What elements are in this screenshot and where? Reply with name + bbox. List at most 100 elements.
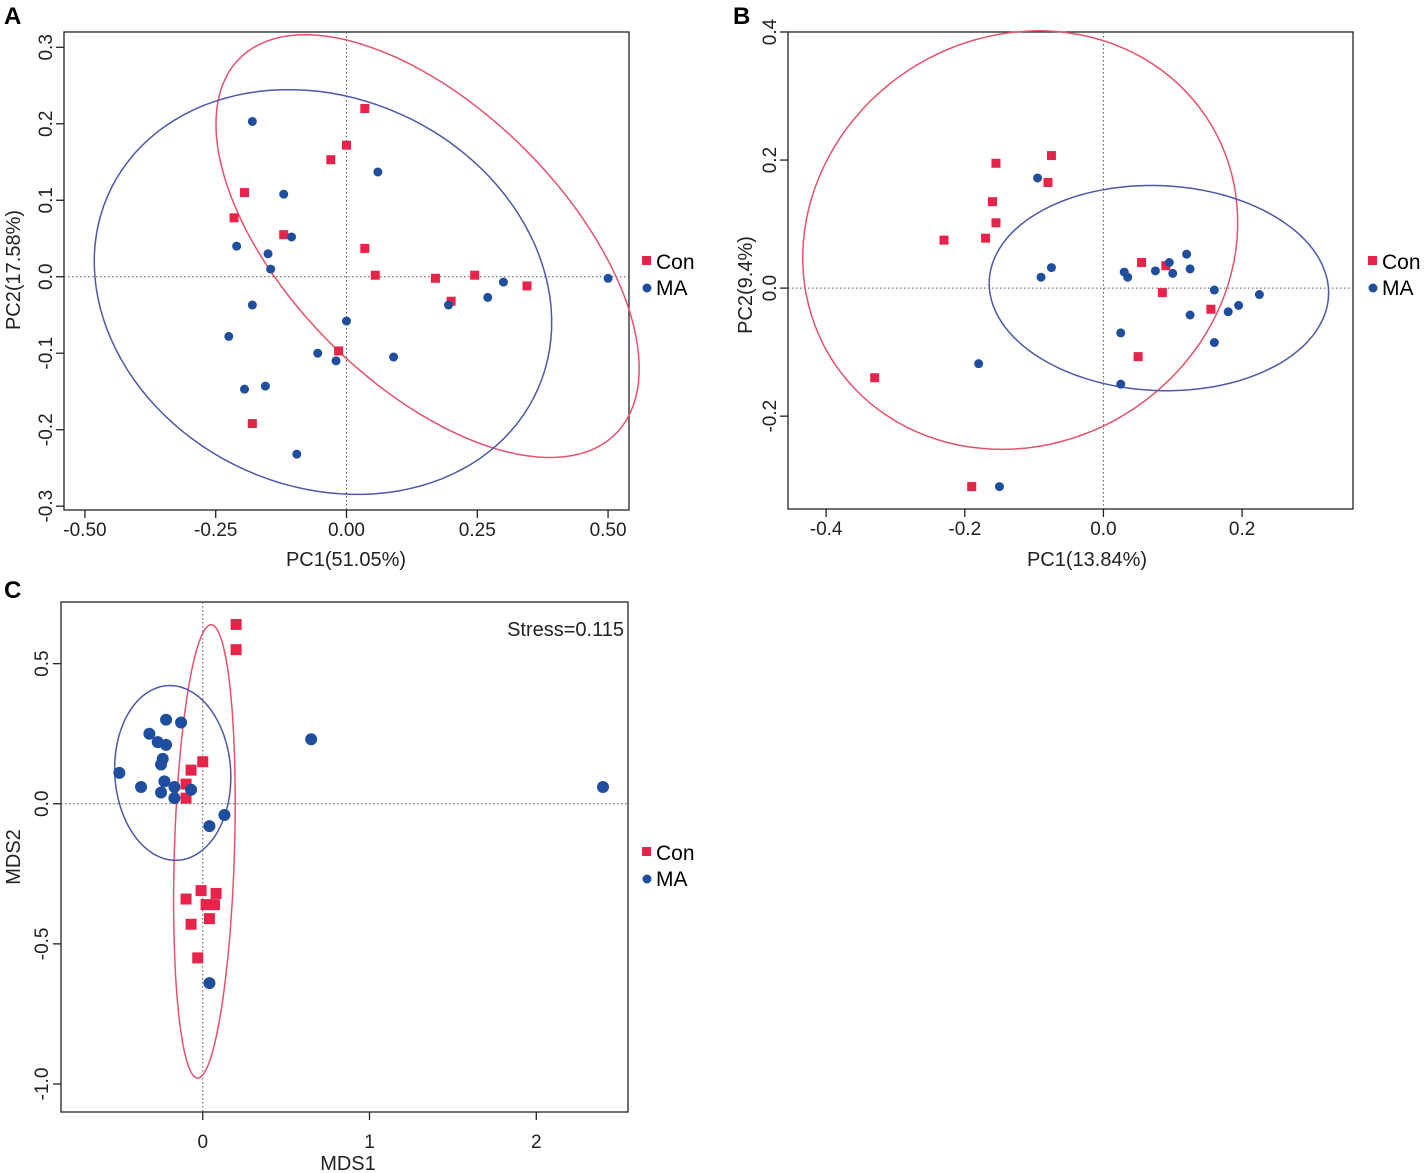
panel-a-ma-point [247, 116, 257, 126]
panel-a-ma-ellipse [93, 88, 553, 496]
panel-a-con-point [279, 230, 289, 240]
panel-a-legend: Con MA [642, 251, 695, 300]
panel-c-con-point [180, 893, 192, 905]
panel-b-points [870, 151, 1264, 492]
legend-con-label: Con [1382, 251, 1421, 274]
panel-b-x-tick-label: 0.2 [1229, 519, 1255, 540]
panel-b-con-point [870, 373, 880, 383]
panel-b-con-point [1161, 261, 1171, 271]
panel-b-ma-point [1209, 338, 1219, 348]
panel-a-ma-point [266, 264, 276, 274]
panel-b-pca-plot: B -0.4 -0.2 0.0 0.2 -0.2 0.0 0.2 0.4 PC1(13.84… [733, 3, 1421, 571]
panel-a-ma-point [331, 356, 341, 366]
legend-con-marker [642, 847, 651, 856]
panel-b-con-point [988, 197, 998, 207]
panel-a-con-point [334, 346, 344, 356]
panel-c-ma-point [305, 733, 318, 746]
panel-c-ellipses [113, 623, 236, 1079]
panel-b-ma-point [1033, 173, 1043, 183]
panel-a-ma-point [260, 381, 270, 391]
legend-con-marker [1368, 256, 1377, 265]
panel-b-letter: B [733, 3, 750, 30]
panel-c-letter: C [4, 577, 21, 604]
panel-c-y-axis: -1.0 -0.5 0.0 0.5 [32, 650, 61, 1100]
panel-b-reference-lines [788, 32, 1353, 509]
panel-c-con-point [185, 764, 197, 776]
panel-b-plot-frame [787, 31, 1354, 510]
panel-a-y-label: PC2(17.58%) [3, 210, 25, 330]
panel-b-ma-point [1234, 300, 1244, 310]
panel-a-y-tick-label: -0.1 [36, 337, 57, 370]
panel-c-ma-point [155, 786, 168, 799]
panel-b-y-tick-label: 0.2 [760, 147, 781, 173]
panel-c-ma-point [168, 780, 181, 793]
panel-b-y-axis: -0.2 0.0 0.2 0.4 [760, 18, 788, 433]
panel-a-x-tick-label: 0.25 [459, 520, 496, 541]
panel-c-y-tick-label: -1.0 [32, 1068, 53, 1101]
panel-b-ma-point [1164, 257, 1174, 267]
panel-c-x-label: MDS1 [320, 1153, 376, 1173]
panel-a-ma-point [342, 316, 351, 326]
panel-a-y-tick-label: 0.2 [36, 111, 57, 137]
legend-ma-marker [642, 283, 652, 293]
panel-a-y-axis: -0.3 -0.2 -0.1 0.0 0.1 0.2 0.3 [36, 34, 64, 523]
panel-c-ma-point [160, 713, 173, 726]
panel-a-x-label: PC1(51.05%) [286, 549, 406, 571]
panel-a-ma-point [247, 300, 257, 310]
panel-c-con-point [230, 618, 242, 630]
panel-b-con-ellipse [802, 30, 1239, 451]
panel-c-ma-point [596, 780, 609, 793]
panel-a-y-tick-label: 0.1 [36, 187, 57, 213]
panel-a-ma-point [498, 277, 508, 287]
panel-b-y-label: PC2(9.4%) [735, 236, 757, 334]
panel-b-legend: Con MA [1368, 251, 1421, 300]
panel-a-x-tick-label: 0.50 [590, 520, 627, 541]
panel-c-ma-point [143, 727, 156, 740]
panel-c-ma-point [185, 783, 198, 796]
panel-c-ma-point [168, 792, 181, 805]
panel-b-con-point [939, 235, 949, 245]
panel-c-ma-point [155, 758, 168, 771]
panel-b-ma-point [994, 482, 1004, 492]
panel-b-con-point [1137, 257, 1147, 267]
panel-c-ma-point [160, 738, 173, 751]
panel-a-con-point [229, 213, 239, 223]
panel-a-pca-plot: A -0.50 -0.25 0.00 0.25 0.50 -0.3 -0.2 -0.1 0.0… [3, 3, 695, 571]
panel-c-con-point [185, 918, 197, 930]
panel-c-y-tick-label: 0.5 [32, 650, 53, 676]
panel-a-y-tick-label: -0.3 [36, 490, 57, 523]
panel-c-y-tick-label: -0.5 [32, 927, 53, 960]
panel-a-points [224, 103, 613, 459]
panel-a-ma-point [239, 384, 249, 394]
panel-c-con-point [200, 899, 212, 911]
panel-c-x-tick-label: 0 [197, 1132, 208, 1153]
panel-a-x-tick-label: -0.25 [194, 520, 237, 541]
panel-b-con-point [967, 482, 977, 492]
panel-c-legend: Con MA [642, 842, 695, 891]
panel-c-ma-point [203, 820, 216, 833]
panel-b-ellipses [802, 30, 1330, 451]
legend-ma-marker [642, 874, 652, 884]
panel-a-con-point [360, 103, 370, 113]
panel-b-ma-point [1116, 379, 1126, 389]
panel-c-con-point [197, 756, 209, 768]
panel-b-y-tick-label: 0.4 [760, 18, 781, 45]
panel-b-ma-point [1046, 263, 1056, 273]
panel-c-ma-point [175, 716, 188, 729]
stress-annotation: Stress=0.115 [507, 619, 624, 641]
panel-a-con-point [247, 419, 257, 429]
panel-c-con-ellipse [172, 623, 236, 1079]
panel-b-x-label: PC1(13.84%) [1027, 549, 1147, 571]
panel-b-ma-ellipse [988, 184, 1330, 392]
panel-a-ma-point [279, 189, 289, 199]
legend-con-label: Con [656, 251, 695, 274]
panel-c-points [113, 618, 609, 990]
panel-a-con-point [430, 273, 440, 283]
panel-a-ma-point [483, 292, 493, 302]
panel-c-x-tick-label: 2 [531, 1132, 542, 1153]
panel-c-ma-point [203, 977, 216, 990]
panel-b-ma-point [1150, 266, 1160, 276]
panel-c-x-axis: 0 1 2 [197, 1112, 542, 1153]
panel-b-x-tick-label: 0.0 [1090, 519, 1116, 540]
